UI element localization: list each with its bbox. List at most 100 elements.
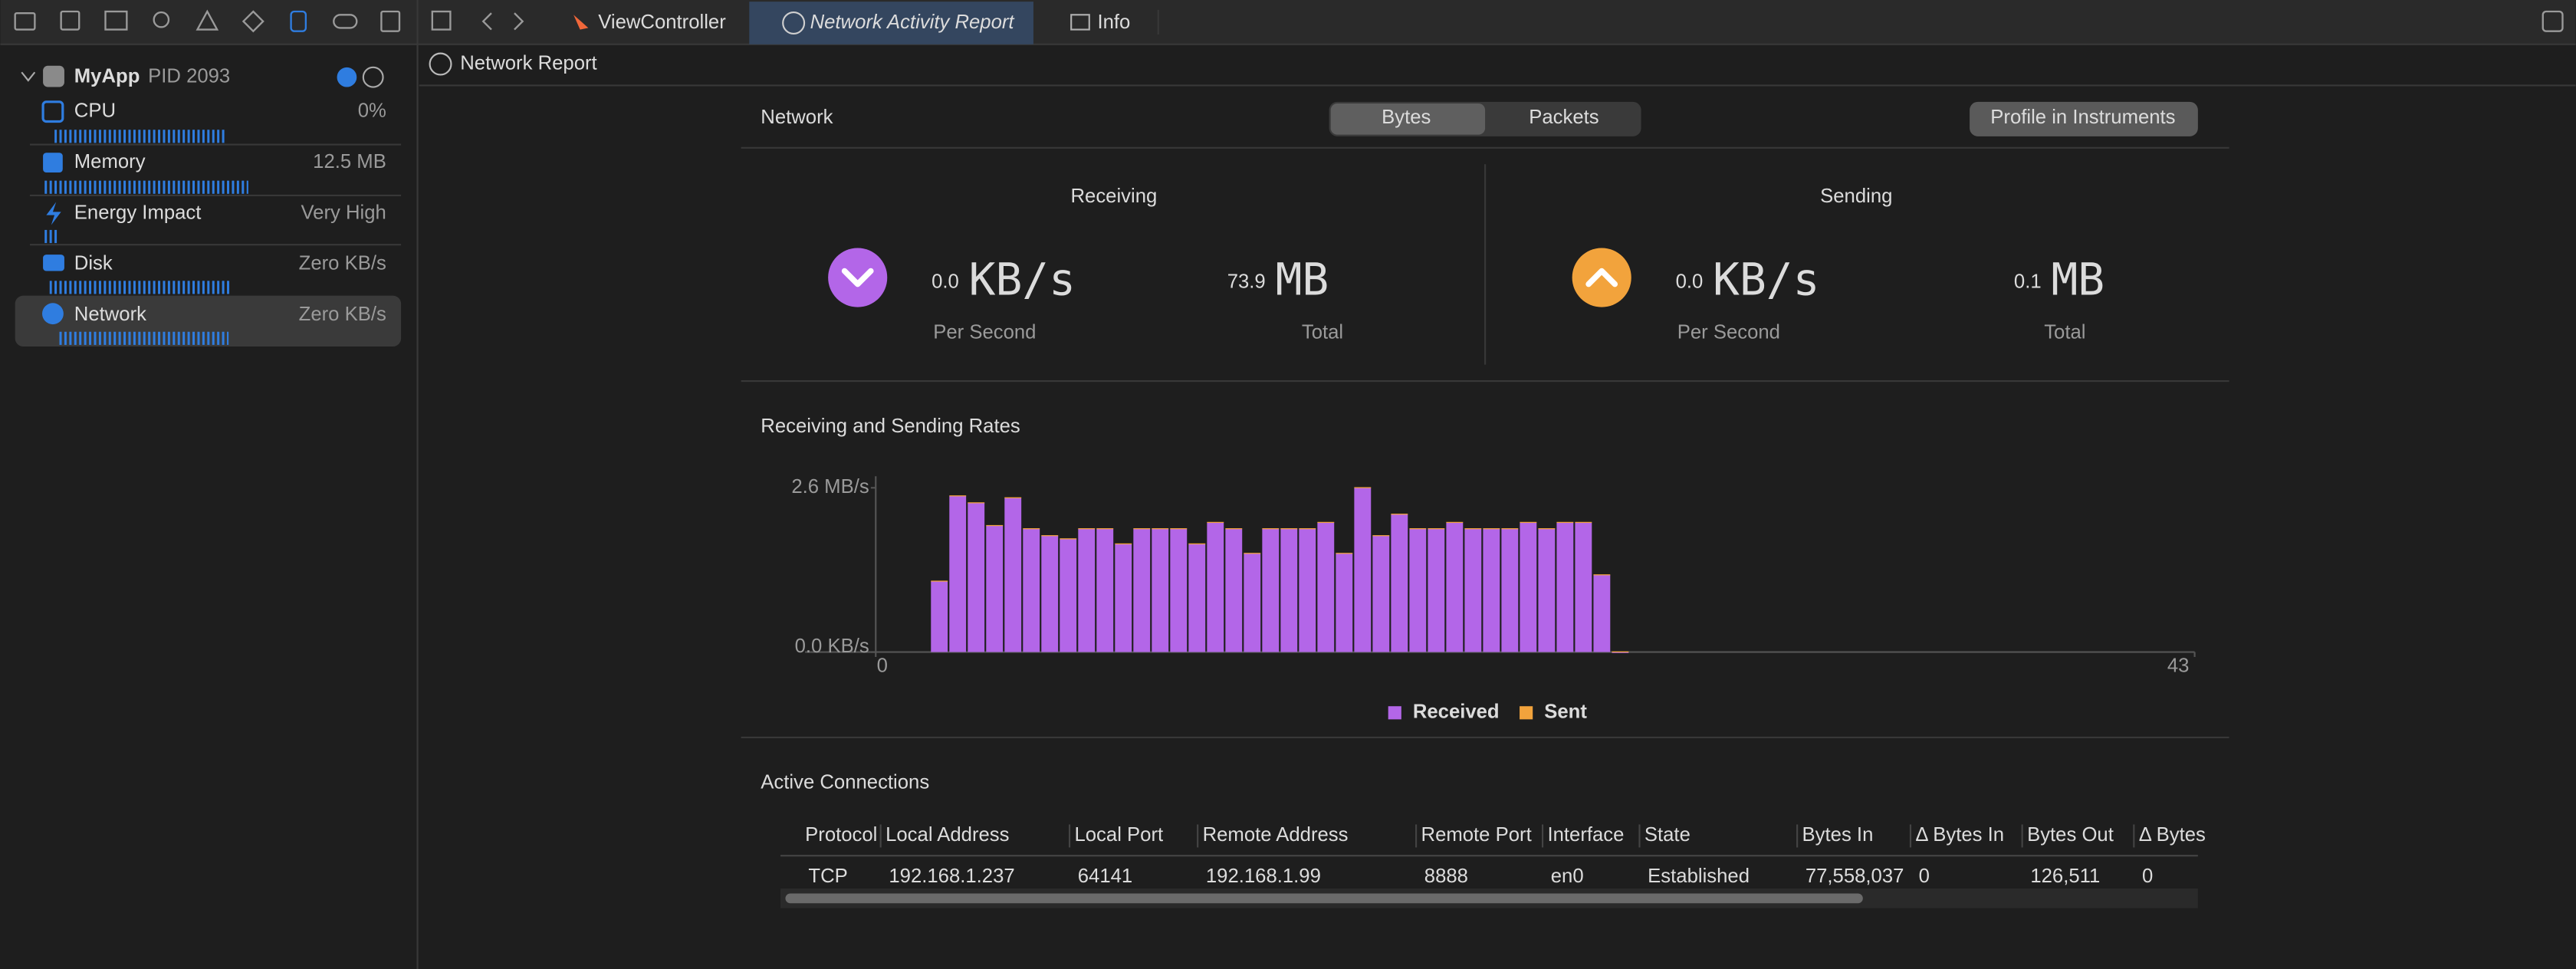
segment[interactable]: Packets (1529, 107, 1598, 128)
table-cell: 64141 (1078, 866, 1132, 887)
bar (1078, 528, 1096, 652)
stat-label: Total (2044, 322, 2085, 343)
bar (1391, 514, 1408, 652)
gauge-icon (42, 303, 64, 325)
bar (1575, 521, 1592, 524)
icon[interactable] (60, 10, 80, 31)
column-header[interactable]: Remote Port (1421, 824, 1532, 846)
column-header[interactable]: Δ Bytes In (1915, 824, 2004, 846)
gauge-value: 12.5 MB (313, 151, 386, 172)
bar (1464, 528, 1482, 530)
bar (1575, 522, 1592, 652)
bar (1170, 528, 1188, 652)
column-header[interactable]: Local Port (1074, 824, 1163, 846)
table-cell: 192.168.1.99 (1206, 866, 1321, 887)
nav-arrows[interactable] (481, 12, 524, 31)
button-label[interactable]: Profile in Instruments (1990, 107, 2175, 128)
bar (1078, 528, 1096, 530)
table-cell: 192.168.1.237 (889, 866, 1014, 887)
gauge-label[interactable]: Memory (74, 151, 146, 172)
tab[interactable]: Info (1097, 11, 1130, 33)
bar (1556, 521, 1574, 524)
tab[interactable]: ViewController (598, 11, 726, 33)
tab-selected[interactable] (749, 2, 1033, 44)
column-header[interactable]: State (1644, 824, 1691, 846)
chart-title: Receiving and Sending Rates (761, 416, 1020, 437)
icon[interactable] (104, 10, 128, 31)
table-cell: 77,558,037 (1806, 866, 1904, 887)
bar (1501, 528, 1519, 530)
icon[interactable] (242, 10, 264, 33)
table-cell: en0 (1551, 866, 1584, 887)
stat-value: 0.0 (932, 271, 959, 292)
chevron (1585, 268, 1618, 287)
bar (1170, 528, 1188, 530)
stat-label: Per Second (1677, 322, 1780, 343)
badge[interactable] (362, 66, 384, 88)
bar (1244, 553, 1261, 652)
bar (1612, 652, 1629, 653)
stat-unit: KB/s (1713, 254, 1819, 306)
sparkline (43, 180, 248, 194)
section-title: Receiving (1071, 186, 1158, 207)
bar (1152, 528, 1169, 530)
chevron (841, 268, 874, 287)
column-header[interactable]: Bytes Out (2027, 824, 2114, 846)
gauge-value: 0% (358, 100, 386, 121)
button[interactable] (1970, 101, 2198, 136)
bar (1354, 487, 1372, 488)
legend-label: Received (1413, 701, 1500, 723)
breadcrumb-icon (429, 52, 452, 76)
report-title: Network (761, 107, 833, 128)
gauge-label[interactable]: Disk (74, 253, 113, 274)
bar (1262, 528, 1280, 530)
segment[interactable]: Bytes (1382, 107, 1431, 128)
badge[interactable] (337, 67, 357, 87)
bar (968, 502, 985, 504)
breadcrumb[interactable]: Network Report (460, 52, 596, 74)
icon[interactable] (153, 11, 170, 28)
icon[interactable] (196, 9, 219, 31)
bar (1409, 528, 1427, 530)
bar (968, 503, 985, 652)
bar (1041, 535, 1059, 537)
app-name: MyApp PID 2093 (74, 65, 230, 87)
bar (1372, 535, 1390, 652)
bar (1041, 535, 1059, 652)
icon[interactable] (380, 10, 401, 32)
icon[interactable] (14, 11, 36, 31)
column-header[interactable]: Remote Address (1203, 824, 1349, 846)
bar (1262, 528, 1280, 652)
tab[interactable]: Network Activity Report (810, 11, 1016, 33)
segment-selected[interactable] (1330, 103, 1486, 135)
icon[interactable] (290, 10, 307, 32)
swift-icon (573, 15, 589, 30)
gauge-value: Zero KB/s (299, 304, 386, 325)
column-header[interactable]: Bytes In (1802, 824, 1874, 846)
column-header[interactable]: Protocol (805, 824, 877, 846)
bar (949, 495, 967, 497)
gauge-label[interactable]: Energy Impact (74, 202, 202, 223)
table-cell: Established (1648, 866, 1750, 887)
icon[interactable] (333, 14, 358, 29)
table-title: Active Connections (761, 772, 929, 793)
table-cell: TCP (808, 866, 847, 887)
column-header[interactable]: Interface (1547, 824, 1624, 846)
scrollbar[interactable] (785, 893, 1863, 904)
stat: 73.9 MB (1227, 254, 1329, 306)
bar (1152, 528, 1169, 652)
disclosure[interactable] (21, 71, 36, 82)
gauge-value: Very High (301, 202, 386, 223)
gauge-icon (43, 153, 63, 172)
icon[interactable] (2542, 10, 2564, 32)
column-header[interactable]: Local Address (886, 824, 1009, 846)
gauges: CPU 0% Memory 12.5 MB Energy Impact Very… (29, 100, 402, 345)
gauge-label[interactable]: Network (74, 304, 146, 325)
column-header[interactable]: Δ Bytes (2139, 824, 2206, 846)
gauge-label[interactable]: CPU (74, 100, 116, 121)
navigator-icons (14, 9, 2564, 33)
icon[interactable] (431, 10, 452, 31)
bar (931, 580, 948, 582)
